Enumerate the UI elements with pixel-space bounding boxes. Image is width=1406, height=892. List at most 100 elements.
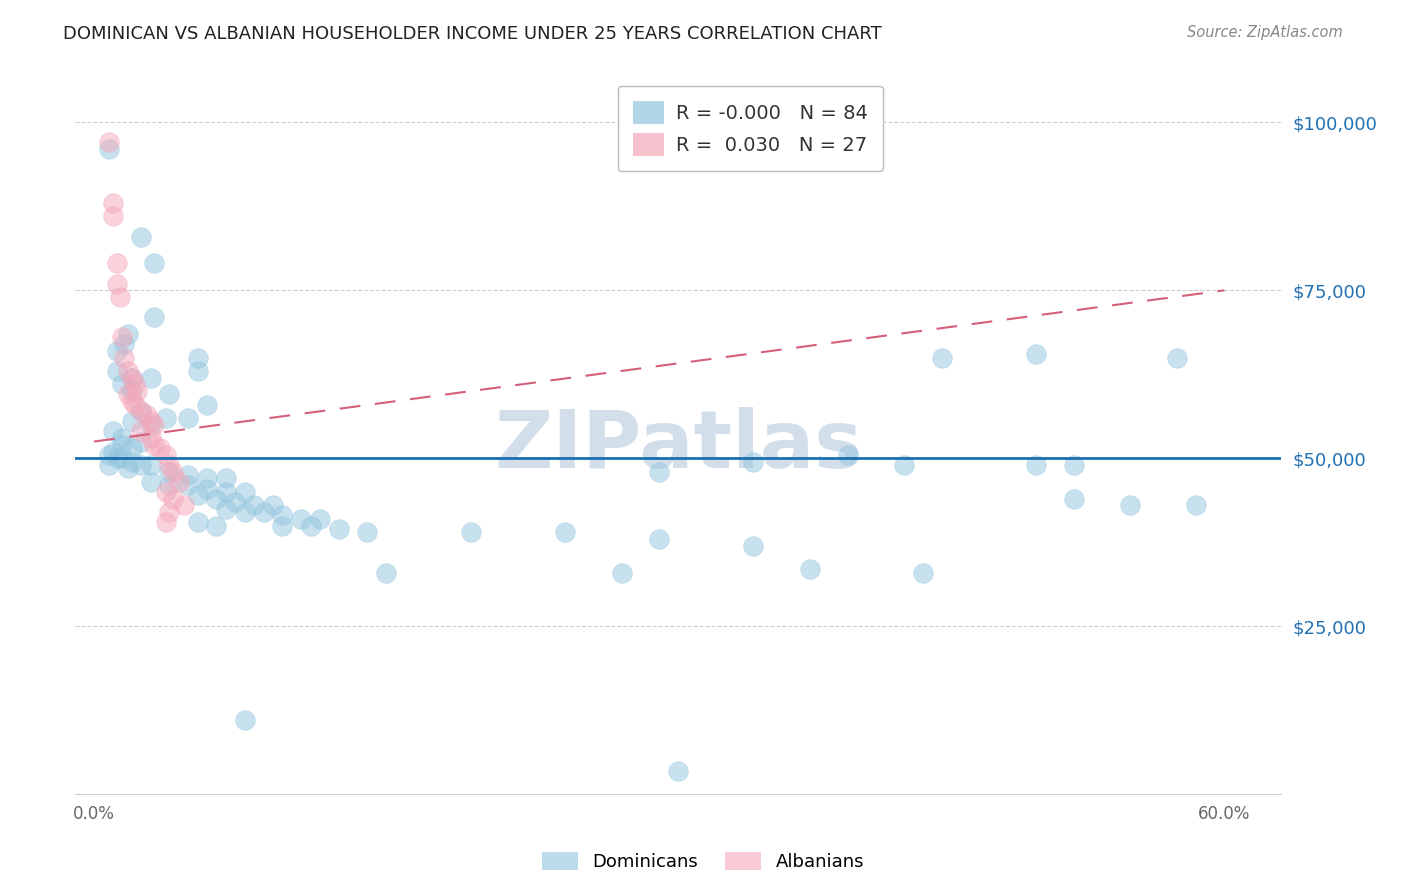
Point: [129, 404, 152, 418]
Legend: R = -0.000   N = 84, R =  0.030   N = 27: R = -0.000 N = 84, R = 0.030 N = 27: [617, 86, 883, 171]
Point: [893, 458, 915, 472]
Point: [105, 256, 128, 270]
Point: [112, 351, 135, 365]
Point: [129, 425, 152, 439]
Point: [101, 444, 124, 458]
Point: [666, 764, 689, 778]
Point: [1166, 351, 1188, 365]
Point: [117, 387, 139, 401]
Point: [157, 465, 180, 479]
Point: [911, 566, 934, 580]
Point: [135, 408, 157, 422]
Point: [139, 458, 162, 472]
Point: [105, 364, 128, 378]
Point: [215, 471, 238, 485]
Point: [299, 518, 322, 533]
Point: [648, 532, 671, 546]
Point: [105, 277, 128, 291]
Point: [187, 364, 209, 378]
Point: [187, 488, 209, 502]
Point: [290, 512, 312, 526]
Point: [129, 434, 152, 449]
Point: [139, 475, 162, 489]
Point: [98, 136, 121, 150]
Point: [129, 458, 152, 472]
Point: [129, 229, 152, 244]
Point: [1063, 491, 1085, 506]
Point: [143, 310, 166, 325]
Point: [162, 491, 184, 506]
Point: [1185, 499, 1208, 513]
Point: [187, 351, 209, 365]
Point: [105, 343, 128, 358]
Point: [139, 417, 162, 432]
Point: [139, 414, 162, 428]
Point: [177, 411, 200, 425]
Point: [1063, 458, 1085, 472]
Point: [121, 414, 143, 428]
Point: [121, 442, 143, 456]
Point: [155, 411, 177, 425]
Point: [205, 491, 228, 506]
Point: [157, 478, 180, 492]
Point: [837, 448, 859, 462]
Point: [112, 337, 135, 351]
Point: [233, 484, 256, 499]
Point: [124, 398, 146, 412]
Point: [111, 451, 134, 466]
Point: [195, 398, 218, 412]
Point: [117, 461, 139, 475]
Point: [143, 417, 166, 432]
Point: [121, 370, 143, 384]
Point: [157, 387, 180, 401]
Point: [117, 326, 139, 341]
Point: [224, 495, 246, 509]
Point: [101, 210, 124, 224]
Point: [111, 438, 134, 452]
Point: [1119, 499, 1142, 513]
Point: [129, 404, 152, 418]
Text: Source: ZipAtlas.com: Source: ZipAtlas.com: [1187, 25, 1343, 40]
Point: [610, 566, 633, 580]
Point: [252, 505, 274, 519]
Point: [105, 451, 128, 466]
Point: [117, 364, 139, 378]
Point: [98, 142, 121, 156]
Point: [155, 515, 177, 529]
Point: [554, 525, 576, 540]
Point: [195, 482, 218, 496]
Point: [460, 525, 482, 540]
Point: [648, 465, 671, 479]
Point: [121, 394, 143, 409]
Point: [121, 384, 143, 398]
Point: [101, 425, 124, 439]
Text: DOMINICAN VS ALBANIAN HOUSEHOLDER INCOME UNDER 25 YEARS CORRELATION CHART: DOMINICAN VS ALBANIAN HOUSEHOLDER INCOME…: [63, 25, 882, 43]
Point: [215, 484, 238, 499]
Point: [127, 384, 149, 398]
Point: [177, 468, 200, 483]
Point: [271, 518, 294, 533]
Point: [742, 539, 765, 553]
Point: [157, 505, 180, 519]
Point: [215, 501, 238, 516]
Point: [149, 442, 172, 456]
Point: [124, 377, 146, 392]
Point: [139, 431, 162, 445]
Legend: Dominicans, Albanians: Dominicans, Albanians: [534, 845, 872, 879]
Point: [205, 518, 228, 533]
Point: [162, 465, 184, 479]
Point: [262, 499, 284, 513]
Point: [1025, 347, 1047, 361]
Point: [1025, 458, 1047, 472]
Point: [243, 499, 266, 513]
Point: [356, 525, 378, 540]
Point: [233, 505, 256, 519]
Point: [233, 714, 256, 728]
Point: [328, 522, 350, 536]
Point: [195, 471, 218, 485]
Point: [111, 377, 134, 392]
Point: [98, 458, 121, 472]
Point: [143, 256, 166, 270]
Point: [157, 458, 180, 472]
Point: [121, 370, 143, 384]
